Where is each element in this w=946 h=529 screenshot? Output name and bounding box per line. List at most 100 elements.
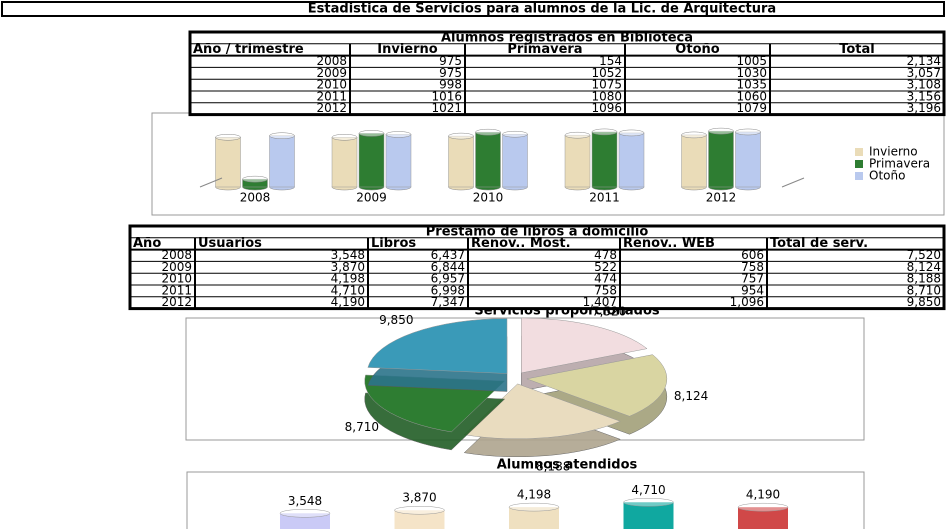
table-cell: 758 bbox=[594, 283, 617, 297]
x-tick-label: 2012 bbox=[706, 191, 737, 205]
table-cell: 3,870 bbox=[331, 260, 365, 274]
bar bbox=[280, 513, 330, 529]
data-label: 9,850 bbox=[379, 313, 413, 327]
bar-top bbox=[279, 509, 331, 518]
bar bbox=[623, 502, 674, 529]
table-cell: 3,108 bbox=[907, 78, 941, 92]
table-cell: 522 bbox=[594, 260, 617, 274]
cylinder-top bbox=[269, 132, 295, 139]
cylinder-top bbox=[448, 132, 474, 140]
table-cell: 1080 bbox=[591, 89, 622, 103]
table-cell: 758 bbox=[741, 260, 764, 274]
table-cell: 6,844 bbox=[431, 260, 465, 274]
cylinder bbox=[618, 132, 645, 188]
cylinder bbox=[708, 130, 734, 188]
table-cell: 8,124 bbox=[907, 260, 941, 274]
data-label: 4,710 bbox=[631, 483, 665, 497]
table-cell: 7,520 bbox=[907, 248, 941, 262]
table-border bbox=[188, 30, 946, 117]
legend-label: Primavera bbox=[869, 157, 930, 171]
cylinder bbox=[448, 135, 474, 188]
table-cell: 2012 bbox=[161, 295, 192, 309]
cylinder-top bbox=[358, 130, 385, 137]
sheet-title: Estadistica de Servicios para alumnos de… bbox=[308, 2, 776, 17]
cylinder bbox=[591, 131, 618, 188]
table-cell: 2010 bbox=[316, 78, 347, 92]
column-header: Usuarios bbox=[198, 236, 262, 251]
legend-swatch bbox=[855, 172, 863, 180]
pie-slice bbox=[463, 383, 621, 440]
table-cell: 2008 bbox=[316, 54, 347, 68]
table-cell: 954 bbox=[741, 283, 764, 297]
table-title: Prestamo de libros a domicilio bbox=[426, 224, 649, 239]
column-header: Renov.. WEB bbox=[623, 236, 715, 251]
column-header: Total de serv. bbox=[770, 236, 868, 251]
cylinder-top bbox=[385, 131, 412, 138]
table-cell: 3,057 bbox=[907, 66, 941, 80]
cylinder bbox=[502, 133, 528, 188]
data-label: 8,188 bbox=[536, 460, 570, 474]
legend-label: Otoño bbox=[869, 169, 905, 183]
bar bbox=[738, 507, 788, 529]
table-cell: 1,096 bbox=[730, 295, 764, 309]
table-cell: 975 bbox=[439, 54, 462, 68]
cylinder-top bbox=[215, 134, 241, 141]
table-cell: 2008 bbox=[161, 248, 192, 262]
table-cell: 2011 bbox=[161, 283, 192, 297]
table-cell: 478 bbox=[594, 248, 617, 262]
x-tick-label: 2011 bbox=[589, 191, 620, 205]
table-cell: 998 bbox=[439, 78, 462, 92]
table-cell: 1079 bbox=[736, 101, 767, 115]
cylinder bbox=[331, 137, 358, 188]
table-cell: 1035 bbox=[736, 78, 767, 92]
data-label: 7,520 bbox=[592, 304, 626, 318]
column-header: Total bbox=[839, 42, 875, 57]
column-header: Libros bbox=[371, 236, 416, 251]
cylinder-top bbox=[331, 134, 358, 141]
table-cell: 1021 bbox=[431, 101, 462, 115]
table-cell: 9,850 bbox=[907, 295, 941, 309]
cylinder-top bbox=[708, 127, 734, 135]
legend-label: Invierno bbox=[869, 145, 918, 159]
table-cell: 4,198 bbox=[331, 272, 365, 286]
legend-swatch bbox=[855, 148, 863, 156]
data-label: 8,124 bbox=[674, 389, 708, 403]
table-cell: 6,437 bbox=[431, 248, 465, 262]
floor bbox=[781, 177, 805, 188]
cylinder-top bbox=[242, 175, 268, 183]
column-header: Otoño bbox=[675, 42, 719, 57]
cylinder-top bbox=[735, 128, 761, 136]
cylinder bbox=[681, 134, 707, 188]
column-header: Primavera bbox=[507, 42, 582, 57]
table-border bbox=[128, 224, 946, 311]
column-header: Invierno bbox=[377, 42, 438, 57]
table-cell: 1005 bbox=[736, 54, 767, 68]
table-cell: 2011 bbox=[316, 89, 347, 103]
table-cell: 474 bbox=[594, 272, 617, 286]
cylinder bbox=[358, 133, 385, 188]
table-cell: 1,407 bbox=[583, 295, 617, 309]
table-cell: 7,347 bbox=[431, 295, 465, 309]
table-cell: 3,196 bbox=[907, 101, 941, 115]
cylinder bbox=[475, 131, 501, 188]
table-cell: 1030 bbox=[736, 66, 767, 80]
table-cell: 6,998 bbox=[431, 283, 465, 297]
table-cell: 2010 bbox=[161, 272, 192, 286]
pie-slice bbox=[367, 318, 508, 374]
table-cell: 3,156 bbox=[907, 89, 941, 103]
x-tick-label: 2010 bbox=[473, 191, 504, 205]
bar bbox=[509, 507, 559, 529]
table-cell: 3,548 bbox=[331, 248, 365, 262]
bar bbox=[394, 510, 445, 529]
column-header: Año / trimestre bbox=[193, 42, 304, 57]
cylinder-top bbox=[502, 130, 528, 138]
title-cell bbox=[1, 1, 945, 17]
x-tick-label: 2008 bbox=[240, 191, 271, 205]
data-label: 4,190 bbox=[746, 488, 780, 502]
pie-slice bbox=[521, 317, 648, 374]
floor bbox=[199, 177, 223, 188]
table-cell: 4,190 bbox=[331, 295, 365, 309]
table-cell: 4,710 bbox=[331, 283, 365, 297]
